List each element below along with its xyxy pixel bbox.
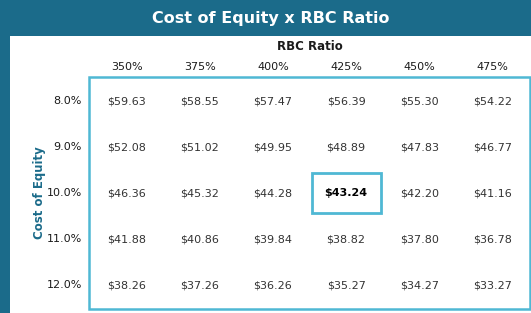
- Text: $38.82: $38.82: [327, 234, 365, 244]
- Text: $58.55: $58.55: [181, 96, 219, 106]
- Text: $34.27: $34.27: [400, 280, 439, 290]
- Text: $36.26: $36.26: [253, 280, 292, 290]
- Text: $52.08: $52.08: [107, 142, 146, 152]
- Text: $42.20: $42.20: [400, 188, 439, 198]
- Text: 10.0%: 10.0%: [47, 188, 82, 198]
- Text: $41.88: $41.88: [107, 234, 146, 244]
- Text: 375%: 375%: [184, 62, 216, 72]
- Text: Cost of Equity: Cost of Equity: [33, 146, 47, 239]
- Text: 12.0%: 12.0%: [47, 280, 82, 290]
- Bar: [10, 0, 531, 36]
- Text: $35.27: $35.27: [327, 280, 365, 290]
- Text: 8.0%: 8.0%: [54, 96, 82, 106]
- Text: $46.77: $46.77: [473, 142, 512, 152]
- Text: RBC Ratio: RBC Ratio: [277, 39, 342, 53]
- Text: $59.63: $59.63: [107, 96, 146, 106]
- Text: 350%: 350%: [111, 62, 142, 72]
- Text: $33.27: $33.27: [473, 280, 512, 290]
- Text: $43.24: $43.24: [324, 188, 367, 198]
- Bar: [89, 77, 530, 309]
- Text: $36.78: $36.78: [473, 234, 512, 244]
- Text: $46.36: $46.36: [107, 188, 146, 198]
- Text: $38.26: $38.26: [107, 280, 146, 290]
- Bar: [0, 0, 10, 313]
- Text: $51.02: $51.02: [181, 142, 219, 152]
- Text: $41.16: $41.16: [473, 188, 512, 198]
- Text: $57.47: $57.47: [253, 96, 293, 106]
- Text: $45.32: $45.32: [181, 188, 219, 198]
- Text: 9.0%: 9.0%: [54, 142, 82, 152]
- Text: $39.84: $39.84: [253, 234, 293, 244]
- Text: $37.80: $37.80: [400, 234, 439, 244]
- Text: $40.86: $40.86: [181, 234, 219, 244]
- Text: $49.95: $49.95: [253, 142, 293, 152]
- Text: Cost of Equity x RBC Ratio: Cost of Equity x RBC Ratio: [152, 11, 389, 25]
- Text: $37.26: $37.26: [181, 280, 219, 290]
- Bar: [312, 173, 381, 213]
- Text: $54.22: $54.22: [473, 96, 512, 106]
- Text: 450%: 450%: [404, 62, 435, 72]
- Text: $47.83: $47.83: [400, 142, 439, 152]
- Text: $55.30: $55.30: [400, 96, 439, 106]
- Text: 400%: 400%: [257, 62, 289, 72]
- Text: 475%: 475%: [476, 62, 508, 72]
- Text: 11.0%: 11.0%: [47, 234, 82, 244]
- Text: $44.28: $44.28: [253, 188, 293, 198]
- Text: $56.39: $56.39: [327, 96, 365, 106]
- Text: $48.89: $48.89: [327, 142, 366, 152]
- Text: 425%: 425%: [330, 62, 362, 72]
